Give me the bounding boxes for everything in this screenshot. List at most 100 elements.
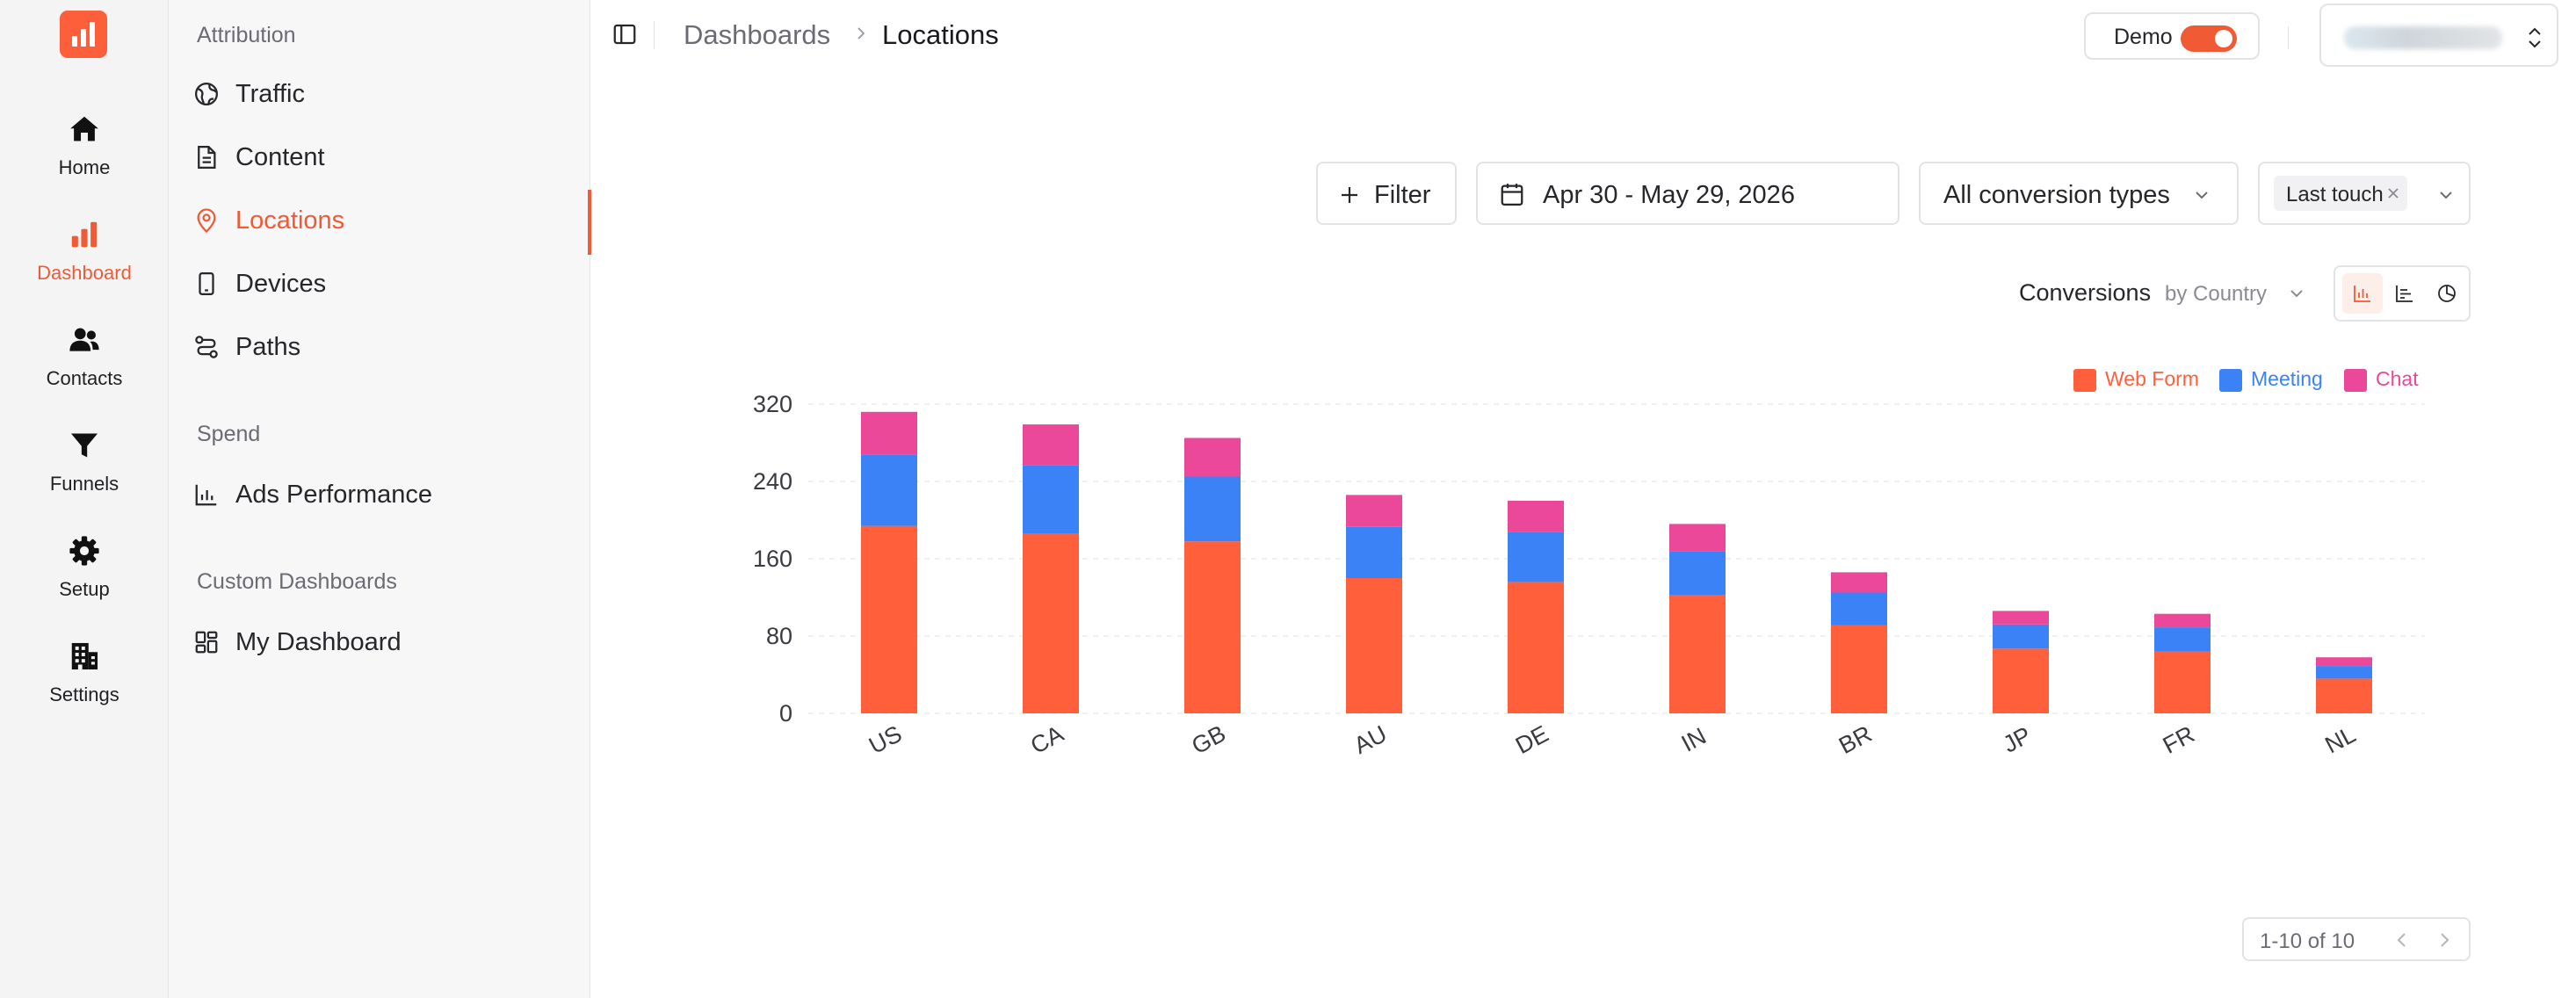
bar-segment-jp-meeting[interactable]: [1993, 624, 2049, 649]
icon-rail: Home Dashboard Contacts Funnels: [0, 0, 169, 998]
chevron-down-icon: [2440, 192, 2452, 199]
x-tick-label: DE: [1511, 720, 1552, 759]
bar-segment-de-meeting[interactable]: [1508, 532, 1564, 582]
nav-item-devices[interactable]: Devices: [186, 258, 589, 307]
bar-segment-br-web-form[interactable]: [1831, 625, 1887, 713]
attribution-model-select[interactable]: Last touch: [2258, 162, 2471, 225]
y-tick-label: 240: [753, 468, 792, 495]
bar-segment-us-web-form[interactable]: [861, 525, 917, 713]
users-icon: [69, 328, 99, 351]
bar-segment-jp-chat[interactable]: [1993, 611, 2049, 625]
rail-item-dashboard[interactable]: Dashboard: [0, 209, 169, 297]
attribution-model-tag: Last touch: [2274, 176, 2407, 211]
nav-item-ads-performance[interactable]: Ads Performance: [186, 469, 589, 518]
nav-label-content: Content: [235, 143, 325, 171]
pie-chart-icon: [2438, 285, 2456, 302]
chevron-right-icon[interactable]: [2434, 929, 2455, 951]
bar-segment-nl-meeting[interactable]: [2316, 666, 2372, 679]
rail-item-contacts[interactable]: Contacts: [0, 315, 169, 402]
nav-item-content[interactable]: Content: [186, 132, 589, 181]
legend-swatch-web-form: [2073, 369, 2096, 392]
calendar-icon: [1501, 184, 1523, 206]
active-nav-indicator: [588, 190, 591, 255]
nav-label-my-dashboard: My Dashboard: [235, 628, 402, 656]
bar-segment-fr-web-form[interactable]: [2154, 651, 2211, 713]
bar-segment-ca-chat[interactable]: [1023, 424, 1079, 466]
date-range-value: Apr 30 - May 29, 2026: [1543, 181, 1795, 209]
account-switcher[interactable]: [2319, 4, 2558, 67]
x-tick-label: CA: [1026, 720, 1067, 759]
view-horizontal-bar-button[interactable]: [2384, 273, 2425, 314]
globe-icon: [195, 83, 218, 105]
bar-segment-fr-meeting[interactable]: [2154, 627, 2211, 652]
rail-label-settings: Settings: [49, 683, 119, 705]
x-tick-label: BR: [1834, 720, 1876, 759]
app-logo[interactable]: [60, 11, 107, 58]
rail-item-home[interactable]: Home: [0, 104, 169, 192]
bar-segment-us-meeting[interactable]: [861, 454, 917, 526]
phone-icon: [199, 272, 214, 295]
breadcrumb-dashboards[interactable]: Dashboards: [684, 19, 831, 50]
bar-segment-au-meeting[interactable]: [1346, 526, 1402, 578]
nav-item-traffic[interactable]: Traffic: [186, 69, 589, 118]
demo-label: Demo: [2114, 25, 2173, 49]
demo-switch[interactable]: [2181, 25, 2237, 52]
bar-segment-in-web-form[interactable]: [1669, 595, 1726, 713]
nav-item-locations[interactable]: Locations: [186, 195, 589, 244]
bar-segment-ca-meeting[interactable]: [1023, 465, 1079, 534]
rail-item-settings[interactable]: Settings: [0, 631, 169, 719]
bar-segment-us-chat[interactable]: [861, 411, 917, 455]
view-pie-chart-button[interactable]: [2427, 273, 2467, 314]
bar-segment-in-chat[interactable]: [1669, 524, 1726, 552]
rail-item-funnels[interactable]: Funnels: [0, 420, 169, 508]
bar-segment-gb-web-form[interactable]: [1184, 541, 1241, 713]
sidebar-toggle-icon[interactable]: [611, 21, 638, 47]
bar-segment-de-web-form[interactable]: [1508, 582, 1564, 713]
bar-segment-au-web-form[interactable]: [1346, 578, 1402, 713]
view-bar-chart-button[interactable]: [2342, 273, 2383, 314]
demo-toggle[interactable]: Demo: [2084, 12, 2260, 60]
route-icon: [195, 336, 218, 358]
bar-chart-icon: [2354, 286, 2370, 302]
dashboard-grid-icon: [195, 631, 218, 654]
legend-swatch-meeting: [2219, 369, 2242, 392]
conversion-types-select[interactable]: All conversion types: [1919, 162, 2239, 225]
x-tick-label: GB: [1188, 720, 1231, 760]
chevron-up-down-icon: [2529, 27, 2541, 48]
bar-segment-jp-web-form[interactable]: [1993, 648, 2049, 713]
bar-segment-fr-chat[interactable]: [2154, 613, 2211, 628]
add-filter-button[interactable]: Filter: [1316, 162, 1457, 225]
bar-segment-gb-meeting[interactable]: [1184, 476, 1241, 542]
header-divider: [654, 21, 655, 49]
bar-segment-nl-web-form[interactable]: [2316, 678, 2372, 713]
nav-item-my-dashboard[interactable]: My Dashboard: [186, 617, 589, 666]
bar-segment-br-chat[interactable]: [1831, 572, 1887, 593]
sub-navigation: Attribution Traffic Content Loc: [169, 0, 591, 998]
y-tick-label: 80: [766, 623, 792, 649]
chart-group-by-select[interactable]: by Country: [2165, 282, 2268, 306]
date-range-picker[interactable]: Apr 30 - May 29, 2026: [1476, 162, 1899, 225]
close-icon[interactable]: [2386, 186, 2400, 200]
nav-label-traffic: Traffic: [235, 80, 305, 108]
pagination-range: 1-10 of 10: [2260, 929, 2355, 953]
chevron-down-icon: [2290, 290, 2303, 298]
map-pin-icon: [197, 208, 216, 234]
nav-item-paths[interactable]: Paths: [186, 322, 589, 371]
chevron-right-icon: [857, 27, 865, 40]
plus-icon: [1342, 187, 1357, 203]
bar-segment-br-meeting[interactable]: [1831, 592, 1887, 626]
bar-segment-gb-chat[interactable]: [1184, 438, 1241, 477]
bar-segment-au-chat[interactable]: [1346, 495, 1402, 527]
chevron-left-icon[interactable]: [2391, 929, 2413, 951]
chevron-down-icon: [2196, 192, 2208, 199]
x-tick-label: JP: [1999, 721, 2036, 757]
bar-segment-in-meeting[interactable]: [1669, 551, 1726, 596]
rail-item-setup[interactable]: Setup: [0, 525, 169, 613]
logo-icon: [72, 22, 95, 47]
chart-metric-select[interactable]: Conversions: [2019, 279, 2152, 306]
x-tick-label: AU: [1350, 720, 1391, 759]
bar-segment-ca-web-form[interactable]: [1023, 533, 1079, 713]
bar-segment-nl-chat[interactable]: [2316, 657, 2372, 667]
bar-segment-de-chat[interactable]: [1508, 501, 1564, 532]
